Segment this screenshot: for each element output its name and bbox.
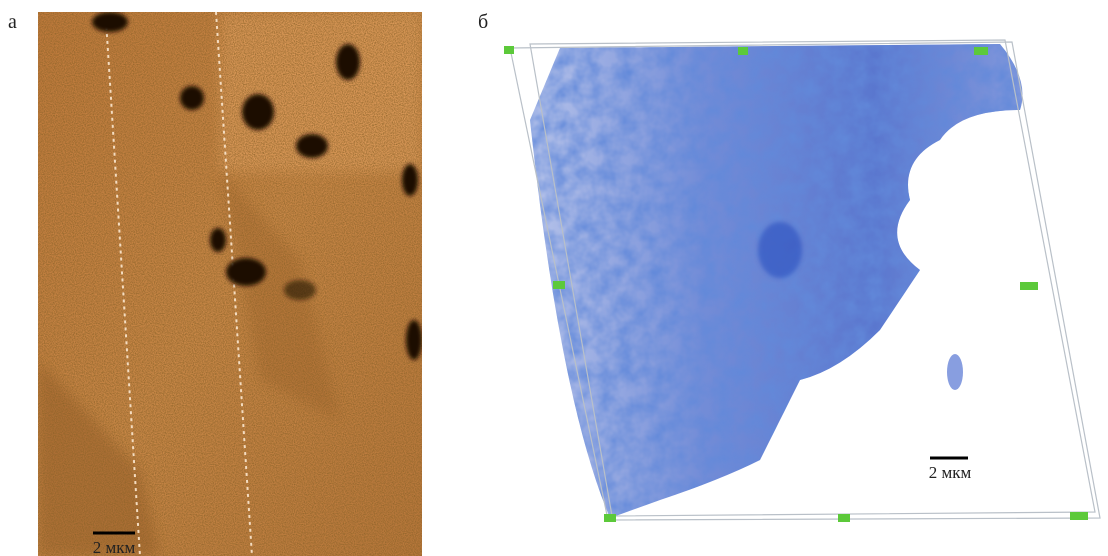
scale-bar-label: 2 мкм (93, 538, 136, 556)
page: а 2 мкм б (0, 0, 1108, 556)
scale-bar-label: 2 мкм (929, 463, 972, 482)
volume-render (530, 44, 1023, 518)
panel-label: б (478, 11, 488, 33)
afm-image (38, 12, 422, 556)
panel-label: а (8, 11, 17, 33)
figure: а 2 мкм б (0, 0, 1108, 556)
